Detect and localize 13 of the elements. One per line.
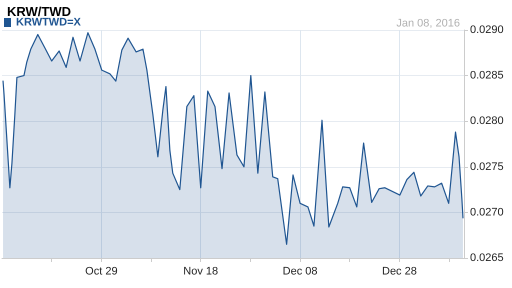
x-tick-label: Nov 18 xyxy=(183,266,218,278)
y-tick-label: 0.0265 xyxy=(470,252,504,264)
chart-title: KRW/TWD xyxy=(7,4,72,19)
text: Jan 08, 2016 xyxy=(396,18,460,30)
y-tick-label: 0.0275 xyxy=(470,160,504,173)
x-tick-label: Dec 28 xyxy=(382,266,417,278)
x-tick-label: Dec 08 xyxy=(282,266,318,278)
y-tick-label: 0.0280 xyxy=(470,115,504,128)
x-tick-label: Oct 29 xyxy=(85,266,118,278)
legend-label: KRWTWD=X xyxy=(16,16,82,28)
y-tick-label: 0.0285 xyxy=(470,70,504,82)
y-tick-label: 0.0290 xyxy=(470,24,504,36)
y-tick-label: 0.0270 xyxy=(470,206,504,218)
